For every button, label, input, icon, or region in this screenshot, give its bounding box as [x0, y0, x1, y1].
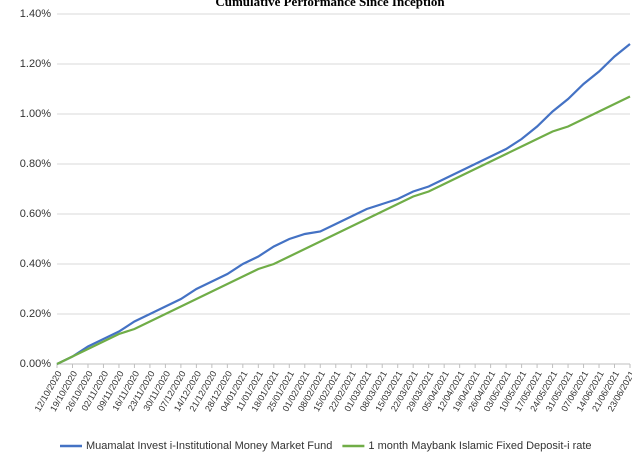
- y-tick-label: 0.20%: [20, 308, 51, 320]
- y-tick-label: 1.20%: [20, 58, 51, 70]
- y-tick-label: 0.40%: [20, 258, 51, 270]
- y-tick-label: 1.00%: [20, 108, 51, 120]
- y-tick-label: 0.80%: [20, 158, 51, 170]
- y-tick-label: 0.60%: [20, 208, 51, 220]
- series-line: [56, 43, 631, 365]
- y-tick-label: 0.00%: [20, 358, 51, 370]
- series-line: [56, 95, 631, 365]
- legend-label: 1 month Maybank Islamic Fixed Deposit-i …: [368, 440, 591, 452]
- y-tick-label: 1.40%: [20, 8, 51, 20]
- legend-label: Muamalat Invest i-Institutional Money Ma…: [86, 440, 332, 452]
- chart-title: Cumulative Performance Since Inception: [215, 0, 445, 9]
